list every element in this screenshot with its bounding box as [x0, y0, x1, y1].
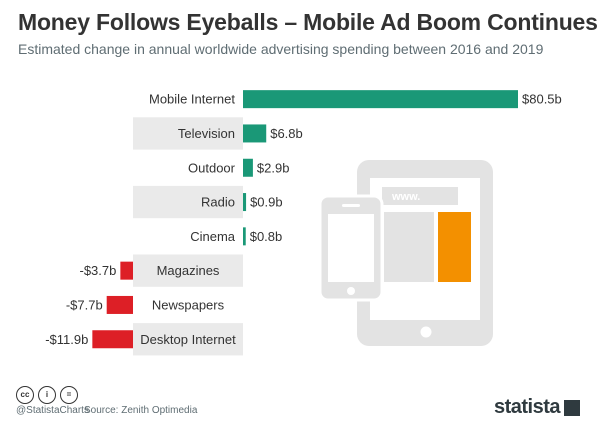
- value-label-television: $6.8b: [270, 126, 303, 141]
- label-band-radio: [133, 185, 243, 219]
- bar-newspapers: [106, 295, 133, 314]
- brand-name: statista: [493, 396, 561, 418]
- category-label-radio: Radio: [201, 195, 235, 210]
- category-label-television: Television: [178, 126, 235, 141]
- category-label-outdoor: Outdoor: [188, 160, 236, 175]
- browser-url-text: www.: [391, 191, 420, 203]
- bar-outdoor: [243, 158, 253, 177]
- category-label-newspapers: Newspapers: [152, 297, 225, 312]
- category-label-mobile-internet: Mobile Internet: [149, 92, 235, 107]
- bar-radio: [243, 193, 247, 212]
- value-label-newspapers: -$7.7b: [66, 297, 103, 312]
- value-label-outdoor: $2.9b: [257, 160, 290, 175]
- label-band-magazines: [133, 254, 243, 287]
- category-label-desktop-internet: Desktop Internet: [140, 332, 236, 347]
- bar-mobile-internet: [243, 90, 518, 109]
- statista-logo-icon: [564, 399, 580, 416]
- statista-logo[interactable]: statista: [494, 396, 580, 419]
- bars-group: Mobile Internet $80.5b Television $6.8b Outd…: [45, 90, 562, 356]
- footer-source: Source: Zenith Optimedia: [84, 405, 198, 416]
- category-label-magazines: Magazines: [157, 263, 220, 278]
- attribution-icon: i: [38, 386, 56, 404]
- footer-handle[interactable]: @StatistaCharts: [16, 405, 89, 416]
- device-illustration: www.: [318, 160, 493, 346]
- no-derivatives-icon: =: [60, 386, 78, 404]
- phone-icon: [318, 194, 384, 302]
- value-label-desktop-internet: -$11.9b: [45, 332, 88, 347]
- creative-commons-icon: cc: [16, 386, 34, 404]
- label-band-desktop-internet: [133, 323, 243, 356]
- value-label-magazines: -$3.7b: [79, 263, 116, 278]
- label-band-television: [133, 117, 243, 150]
- bar-magazines: [120, 261, 133, 280]
- ad-banner-icon: [438, 212, 471, 282]
- value-label-radio: $0.9b: [250, 195, 283, 210]
- tablet-icon: www.: [357, 160, 493, 346]
- bar-cinema: [243, 227, 246, 246]
- value-label-cinema: $0.8b: [250, 229, 283, 244]
- value-label-mobile-internet: $80.5b: [522, 92, 562, 107]
- chart-title: Money Follows Eyeballs – Mobile Ad Boom …: [18, 9, 598, 35]
- chart-subtitle: Estimated change in annual worldwide adv…: [18, 41, 544, 57]
- category-label-cinema: Cinema: [190, 229, 236, 244]
- license-icons[interactable]: cc i =: [16, 384, 82, 404]
- bar-television: [243, 124, 267, 143]
- bar-chart: www. Mobile Internet $80.5b Television $6.8…: [45, 90, 562, 356]
- bar-desktop-internet: [92, 330, 133, 349]
